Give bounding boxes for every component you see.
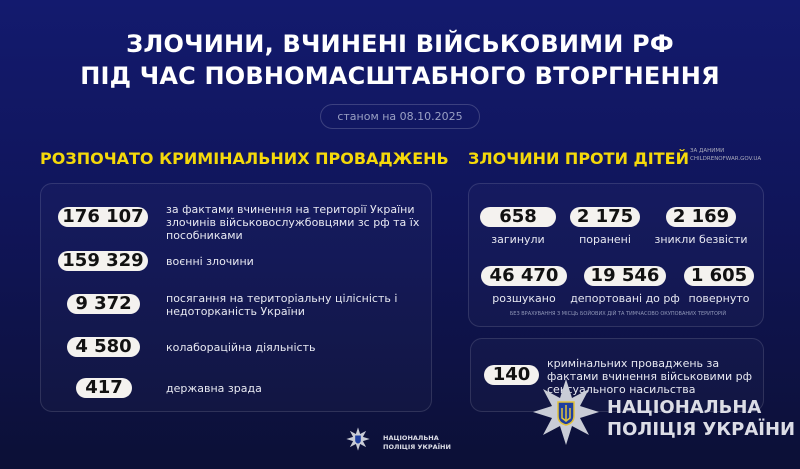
small-logo-line-1: НАЦІОНАЛЬНА xyxy=(383,434,439,442)
criminal-section-title: РОЗПОЧАТО КРИМІНАЛЬНИХ ПРОВАДЖЕНЬ xyxy=(40,149,449,168)
child-stat-label: депортовані до рф xyxy=(570,292,680,305)
child-stat-value: 2 169 xyxy=(666,207,736,227)
child-stat-value: 658 xyxy=(480,207,556,227)
title-line-2: ПІД ЧАС ПОВНОМАСШТАБНОГО ВТОРГНЕННЯ xyxy=(80,62,720,90)
small-police-logo-text: НАЦІОНАЛЬНА ПОЛІЦІЯ УКРАЇНИ xyxy=(383,434,451,452)
sexual-violence-description: кримінальних проваджень за фактами вчине… xyxy=(547,357,753,396)
small-logo-line-2: ПОЛІЦІЯ УКРАЇНИ xyxy=(383,443,451,451)
sexual-violence-panel xyxy=(470,338,764,412)
stat-value: 176 107 xyxy=(58,207,148,227)
stat-description: воєнні злочини xyxy=(166,255,254,268)
stat-value: 417 xyxy=(76,378,132,398)
source-note: за даними CHILDRENOFWAR.GOV.UA xyxy=(690,147,761,163)
police-star-icon xyxy=(533,379,599,445)
children-footnote: без врахування з місць бойових дій та ти… xyxy=(509,311,727,317)
stat-description: колабораційна діяльність xyxy=(166,341,316,354)
child-stat-value: 19 546 xyxy=(584,266,666,286)
stat-description: посягання на територіальну цілісність і … xyxy=(166,292,398,318)
date-badge: станом на 08.10.2025 xyxy=(320,104,480,129)
logo-line-2: ПОЛІЦІЯ УКРАЇНИ xyxy=(607,419,796,440)
source-line-1: за даними xyxy=(690,148,725,154)
child-stat-value: 2 175 xyxy=(570,207,640,227)
child-stat-label: поранені xyxy=(579,233,631,246)
criminal-panel xyxy=(40,183,432,412)
child-stat-value: 1 605 xyxy=(684,266,754,286)
child-stat-label: загинули xyxy=(491,233,545,246)
police-logo-text: НАЦІОНАЛЬНА ПОЛІЦІЯ УКРАЇНИ xyxy=(607,397,795,441)
stat-value: 9 372 xyxy=(67,294,140,314)
title-line-1: ЗЛОЧИНИ, ВЧИНЕНІ ВІЙСЬКОВИМИ РФ xyxy=(126,30,674,58)
page-title: ЗЛОЧИНИ, ВЧИНЕНІ ВІЙСЬКОВИМИ РФ ПІД ЧАС … xyxy=(0,28,800,92)
source-line-2: CHILDRENOFWAR.GOV.UA xyxy=(690,156,762,162)
child-stat-label: розшукано xyxy=(492,292,556,305)
child-stat-label: повернуто xyxy=(688,292,750,305)
children-section-title: ЗЛОЧИНИ ПРОТИ ДІТЕЙ xyxy=(468,149,689,168)
stat-value: 4 580 xyxy=(67,337,140,357)
stat-description: державна зрада xyxy=(166,382,262,395)
logo-line-1: НАЦІОНАЛЬНА xyxy=(607,397,762,418)
child-stat-label: зникли безвісти xyxy=(654,233,748,246)
sexual-violence-value: 140 xyxy=(484,365,539,385)
child-stat-value: 46 470 xyxy=(481,266,567,286)
stat-value: 159 329 xyxy=(58,251,148,271)
stat-description: за фактами вчинення на території України… xyxy=(166,203,420,242)
police-star-small-icon xyxy=(346,427,370,451)
children-panel xyxy=(468,183,764,327)
